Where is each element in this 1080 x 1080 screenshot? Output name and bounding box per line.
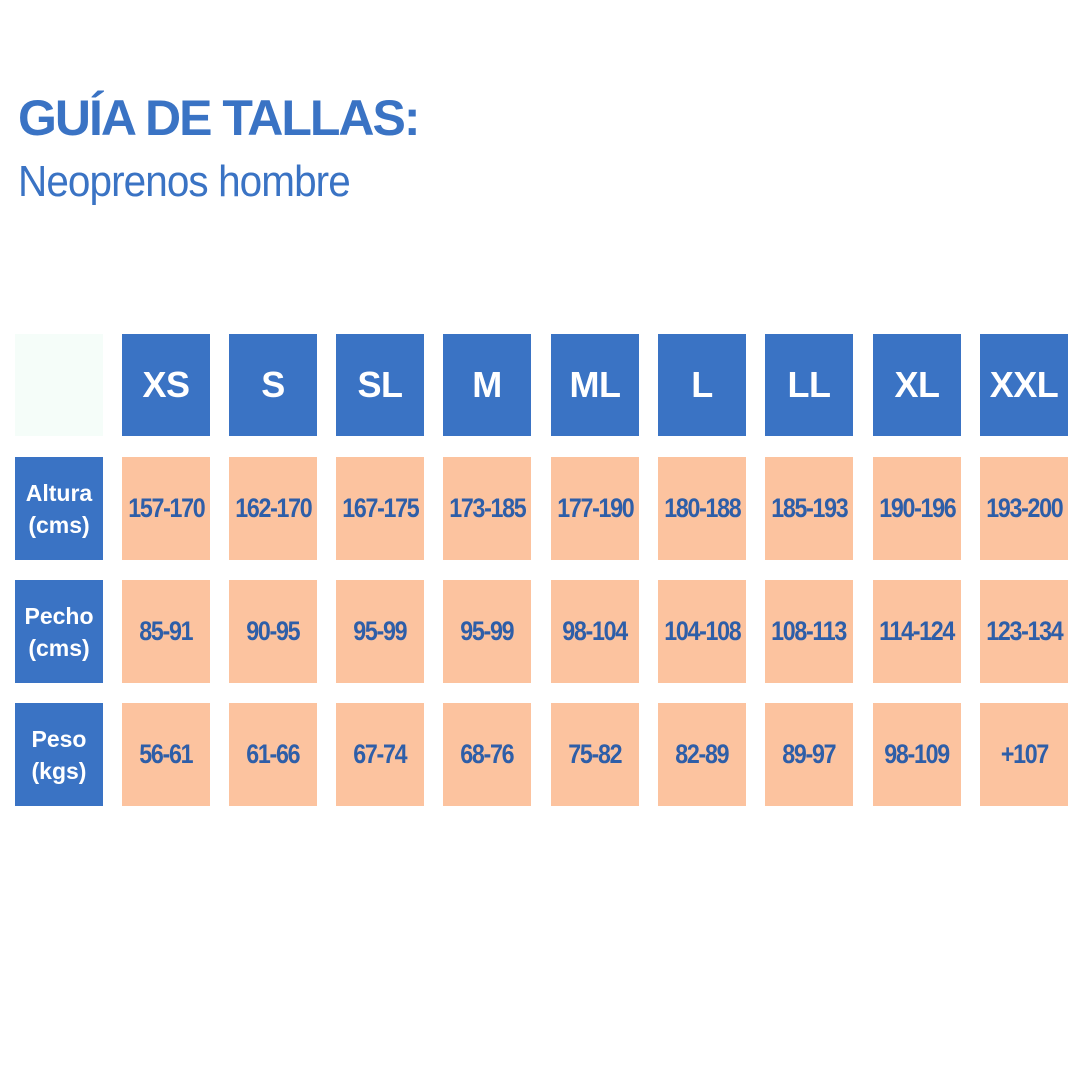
table-cell-pecho-xxl: 123-134 <box>980 580 1068 683</box>
table-cell-value: 68-76 <box>460 739 515 769</box>
row-header-unit: (cms) <box>28 634 90 661</box>
table-cell-value: 82-89 <box>675 739 730 769</box>
table-cell-altura-ll: 185-193 <box>765 457 853 560</box>
size-header-ml: ML <box>551 334 639 436</box>
table-cell-pecho-m: 95-99 <box>443 580 531 683</box>
table-cell-value: 98-104 <box>562 616 629 646</box>
table-cell-value: 95-99 <box>353 616 408 646</box>
table-cell-peso-ml: 75-82 <box>551 703 639 806</box>
size-header-sl: SL <box>336 334 424 436</box>
table-corner-cell <box>15 334 103 436</box>
table-cell-value: 89-97 <box>782 739 837 769</box>
table-cell-value: 56-61 <box>139 739 194 769</box>
table-cell-value: 75-82 <box>568 739 623 769</box>
table-cell-peso-s: 61-66 <box>229 703 317 806</box>
table-cell-peso-ll: 89-97 <box>765 703 853 806</box>
table-cell-value: +107 <box>1000 739 1048 769</box>
table-cell-value: 193-200 <box>985 493 1063 523</box>
table-cell-value: 104-108 <box>663 616 741 646</box>
table-cell-peso-l: 82-89 <box>658 703 746 806</box>
size-header-s: S <box>229 334 317 436</box>
table-cell-value: 108-113 <box>771 616 848 646</box>
size-header-xs: XS <box>122 334 210 436</box>
table-cell-pecho-ll: 108-113 <box>765 580 853 683</box>
table-cell-pecho-xs: 85-91 <box>122 580 210 683</box>
table-cell-value: 162-170 <box>234 493 312 523</box>
table-cell-altura-xxl: 193-200 <box>980 457 1068 560</box>
page-subtitle: Neoprenos hombre <box>18 157 351 206</box>
table-cell-pecho-l: 104-108 <box>658 580 746 683</box>
table-cell-peso-xs: 56-61 <box>122 703 210 806</box>
table-cell-peso-xl: 98-109 <box>873 703 961 806</box>
row-header-unit: (cms) <box>28 511 90 538</box>
table-cell-value: 90-95 <box>246 616 301 646</box>
table-cell-peso-sl: 67-74 <box>336 703 424 806</box>
table-cell-value: 85-91 <box>139 616 194 646</box>
table-cell-altura-ml: 177-190 <box>551 457 639 560</box>
table-cell-value: 95-99 <box>460 616 515 646</box>
table-cell-value: 190-196 <box>878 493 956 523</box>
row-header-altura: Altura (cms) <box>15 457 103 560</box>
size-header-m: M <box>443 334 531 436</box>
table-cell-altura-xl: 190-196 <box>873 457 961 560</box>
table-cell-altura-sl: 167-175 <box>336 457 424 560</box>
table-cell-value: 185-193 <box>770 493 848 523</box>
table-cell-pecho-xl: 114-124 <box>873 580 961 683</box>
page-title: GUÍA DE TALLAS: <box>18 90 421 146</box>
row-header-pecho: Pecho (cms) <box>15 580 103 683</box>
row-header-peso: Peso (kgs) <box>15 703 103 806</box>
row-header-label: Peso <box>31 725 87 752</box>
size-header-ll: LL <box>765 334 853 436</box>
table-cell-value: 123-134 <box>985 616 1063 646</box>
table-cell-altura-m: 173-185 <box>443 457 531 560</box>
table-cell-altura-s: 162-170 <box>229 457 317 560</box>
table-cell-value: 67-74 <box>353 739 408 769</box>
row-header-label: Pecho <box>24 602 94 629</box>
table-cell-value: 177-190 <box>556 493 634 523</box>
table-cell-value: 157-170 <box>127 493 205 523</box>
table-cell-value: 180-188 <box>663 493 741 523</box>
table-cell-value: 61-66 <box>246 739 301 769</box>
size-header-xxl: XXL <box>980 334 1068 436</box>
row-header-unit: (kgs) <box>31 757 87 784</box>
table-cell-pecho-ml: 98-104 <box>551 580 639 683</box>
table-cell-peso-m: 68-76 <box>443 703 531 806</box>
size-header-xl: XL <box>873 334 961 436</box>
table-cell-altura-xs: 157-170 <box>122 457 210 560</box>
table-cell-value: 114-124 <box>879 616 956 646</box>
table-cell-value: 98-109 <box>884 739 951 769</box>
table-cell-peso-xxl: +107 <box>980 703 1068 806</box>
size-header-l: L <box>658 334 746 436</box>
table-cell-value: 167-175 <box>341 493 419 523</box>
row-header-label: Altura <box>25 479 93 506</box>
table-cell-value: 173-185 <box>448 493 526 523</box>
table-cell-pecho-sl: 95-99 <box>336 580 424 683</box>
table-cell-pecho-s: 90-95 <box>229 580 317 683</box>
table-cell-altura-l: 180-188 <box>658 457 746 560</box>
